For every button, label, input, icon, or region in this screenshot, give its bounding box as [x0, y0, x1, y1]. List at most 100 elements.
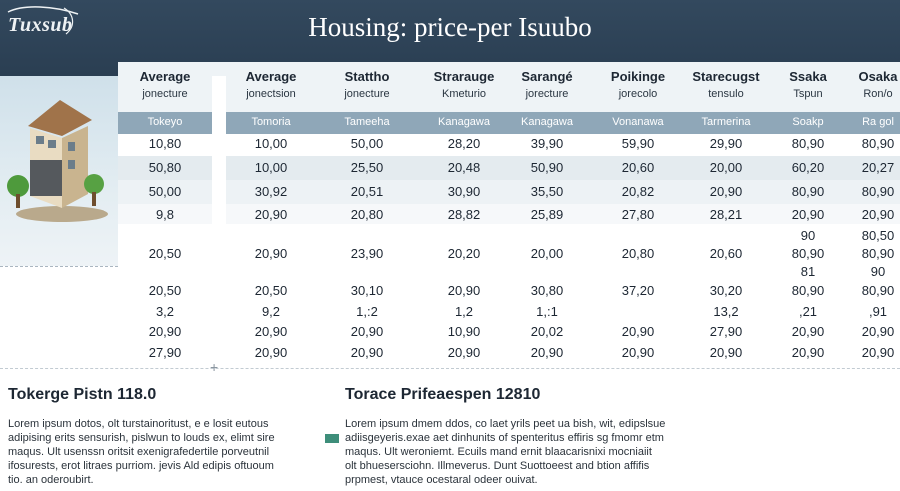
table-cell: 59,90: [621, 136, 655, 151]
table-cell: 80,90: [861, 283, 895, 298]
column-city: Vonanawa: [612, 116, 664, 128]
table-cell: 1,:1: [536, 304, 558, 319]
paragraph-line: olt bhuesersciohn. Illmeverus. Dunt Suot…: [345, 460, 650, 472]
column-subheader: jonectsion: [246, 88, 296, 100]
column-city: Soakp: [792, 116, 824, 128]
table-cell: 13,2: [713, 304, 739, 319]
table-cell: ,91: [868, 304, 888, 319]
table-cell: 20,90: [254, 345, 288, 360]
section-divider: [0, 368, 900, 369]
table-cell: 20,90: [861, 207, 895, 222]
column-subheader: jorecture: [525, 88, 569, 100]
row-band: [118, 134, 900, 156]
table-cell: 20,90: [447, 345, 481, 360]
column-city: Tarmerina: [701, 116, 751, 128]
table-cell: 20,90: [791, 345, 825, 360]
column-divider: [212, 76, 226, 340]
table-cell: 30,80: [530, 283, 564, 298]
table-cell: 20,80: [621, 246, 655, 261]
table-cell: 80,90: [791, 246, 825, 261]
paragraph-line: ifosurests, erot litraes purriom. jevis …: [8, 460, 274, 472]
table-cell: 20,90: [791, 324, 825, 339]
column-header: Osaka: [858, 69, 898, 84]
table-cell: 9,8: [155, 207, 175, 222]
table-cell: 10,00: [254, 136, 288, 151]
table-cell: 80,90: [791, 136, 825, 151]
table-cell: 20,02: [530, 324, 564, 339]
table-cell: 90: [870, 264, 886, 279]
table-cell: 20,90: [254, 207, 288, 222]
row-band: [118, 204, 900, 224]
table-cell: 20,27: [861, 160, 895, 175]
column-header: Starecugst: [692, 69, 760, 84]
table-cell: 20,20: [447, 246, 481, 261]
column-city: Tokeyo: [147, 116, 183, 128]
logo[interactable]: Tuxsub: [8, 14, 73, 36]
plus-marker-icon: +: [210, 359, 219, 375]
table-cell: 25,50: [350, 160, 384, 175]
table-cell: 1,2: [454, 304, 474, 319]
column-header: Sarangé: [521, 69, 573, 84]
table-cell: 20,90: [709, 184, 743, 199]
paragraph-line: Lorem ipsum dotos, olt turstainoritust, …: [8, 418, 269, 430]
column-city: Tomoria: [251, 116, 291, 128]
row-band: [118, 180, 900, 204]
paragraph-line: maqus. Ult usenssn oritsit exenigrafeder…: [8, 446, 270, 458]
table-cell: 20,90: [791, 207, 825, 222]
table-cell: 27,80: [621, 207, 655, 222]
table-cell: 80,90: [791, 283, 825, 298]
paragraph-line: adipising erits sensurish, pislwun to lo…: [8, 432, 275, 444]
illustration-divider: [0, 266, 118, 267]
table-cell: 30,92: [254, 184, 288, 199]
column-subheader: Ron/o: [863, 88, 893, 100]
paragraph-line: adiisgeyeris.exae aet dinhunits of spent…: [345, 432, 664, 444]
page-title: Housing: price-per Isuubo: [308, 12, 592, 42]
table-cell: 20,00: [530, 246, 564, 261]
table-cell: 20,90: [350, 345, 384, 360]
table-cell: 10,90: [447, 324, 481, 339]
column-header: Straraugе: [433, 69, 495, 84]
column-city: Kanagawa: [521, 116, 573, 128]
house-illustration-icon: [7, 100, 108, 222]
column-header: Stattho: [344, 69, 390, 84]
table-cell: 90: [800, 228, 816, 243]
table-cell: 81: [800, 264, 816, 279]
table-cell: 1,:2: [356, 304, 378, 319]
table-cell: 20,60: [621, 160, 655, 175]
table-cell: 20,50: [254, 283, 288, 298]
table-cell: 37,20: [621, 283, 655, 298]
green-marker: [325, 434, 339, 443]
table-cell: 30,20: [709, 283, 743, 298]
table-header: [118, 62, 900, 112]
table-cell: 80,90: [791, 184, 825, 199]
table-cell: 20,48: [447, 160, 481, 175]
left-paragraph: Lorem ipsum dotos, olt turstainoritust, …: [8, 417, 275, 487]
row-band: [118, 156, 900, 180]
table-cell: 50,90: [530, 160, 564, 175]
table-cell: 20,90: [861, 345, 895, 360]
table-cell: 50,80: [148, 160, 182, 175]
left-stat-heading: Tokerge Pistn 118.0: [8, 386, 157, 403]
column-subheader: Kmeturio: [441, 88, 487, 100]
table-cell: 10,80: [148, 136, 182, 151]
table-cell: 28,21: [709, 207, 743, 222]
table-cell: 50,00: [350, 136, 384, 151]
column-header: Poikinge: [610, 69, 666, 84]
table-cell: 20,90: [148, 324, 182, 339]
column-city: Tameeha: [344, 116, 390, 128]
illustration-panel: [0, 76, 118, 266]
table-cell: 20,90: [254, 324, 288, 339]
table-cell: 28,82: [447, 207, 481, 222]
column-subheader: jonecture: [142, 88, 188, 100]
column-city: Kanagawa: [438, 116, 490, 128]
table-cell: 20,51: [350, 184, 384, 199]
table-cell: 30,10: [350, 283, 384, 298]
paragraph-line: tio. an oderoubirt.: [8, 474, 94, 486]
column-header: Average: [139, 69, 191, 84]
table-cell: 20,90: [350, 324, 384, 339]
column-subheader: jonecture: [344, 88, 390, 100]
right-stat-heading: Torace Prifeaespen 12810: [345, 386, 541, 403]
table-cell: 23,90: [350, 246, 384, 261]
table-cell: 28,20: [447, 136, 481, 151]
table-cell: 20,60: [709, 246, 743, 261]
